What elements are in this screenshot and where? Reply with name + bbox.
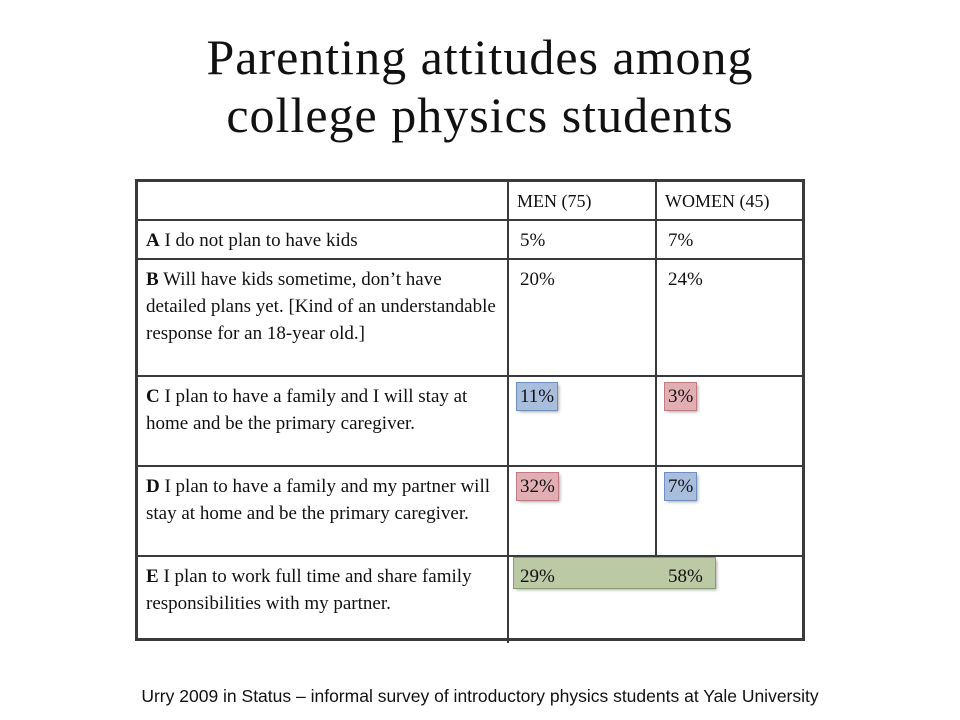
header-option xyxy=(138,182,509,221)
option-text-d: I plan to have a family and my partner w… xyxy=(146,476,491,524)
women-value-a: 7% xyxy=(668,230,694,251)
men-value-c: 11% xyxy=(517,383,558,410)
option-cell-e: E I plan to work full time and share fam… xyxy=(138,555,509,643)
table-row-d: D I plan to have a family and my partner… xyxy=(138,465,802,557)
women-value-b: 24% xyxy=(668,269,703,290)
men-cell-d: 32% xyxy=(507,465,657,557)
option-letter-a: A xyxy=(146,230,160,251)
women-cell-b: 24% xyxy=(655,258,802,377)
women-value-e: 58% xyxy=(668,566,703,587)
men-cell-e: 29% xyxy=(507,555,656,643)
option-text-c: I plan to have a family and I will stay … xyxy=(146,386,468,434)
option-letter-b: B xyxy=(146,269,159,290)
women-cell-e: 58% xyxy=(655,555,802,643)
women-cell-a: 7% xyxy=(655,219,802,260)
table-row-a: A I do not plan to have kids 5% 7% xyxy=(138,219,802,260)
men-cell-b: 20% xyxy=(507,258,657,377)
source-caption: Urry 2009 in Status – informal survey of… xyxy=(141,686,819,706)
men-value-e: 29% xyxy=(520,566,555,587)
table-row-b: B Will have kids sometime, don’t have de… xyxy=(138,258,802,377)
men-cell-a: 5% xyxy=(507,219,657,260)
slide-title-line-2: college physics students xyxy=(226,87,734,143)
women-cell-d: 7% xyxy=(655,465,802,557)
option-text-a: I do not plan to have kids xyxy=(164,230,358,251)
option-cell-c: C I plan to have a family and I will sta… xyxy=(138,375,509,467)
women-value-c: 3% xyxy=(665,383,697,410)
option-text-e: I plan to work full time and share famil… xyxy=(146,566,472,614)
option-letter-e: E xyxy=(146,566,159,587)
survey-table-frame: MEN (75) WOMEN (45) A I do not plan to h… xyxy=(135,179,805,643)
option-cell-a: A I do not plan to have kids xyxy=(138,219,509,260)
slide-title: Parenting attitudes among college physic… xyxy=(0,28,960,144)
option-cell-b: B Will have kids sometime, don’t have de… xyxy=(138,258,509,377)
men-cell-c: 11% xyxy=(507,375,657,467)
header-men: MEN (75) xyxy=(507,182,657,221)
table-header-row: MEN (75) WOMEN (45) xyxy=(138,182,802,221)
men-value-d: 32% xyxy=(517,473,558,500)
women-cell-c: 3% xyxy=(655,375,802,467)
women-value-d: 7% xyxy=(665,473,697,500)
option-text-b: Will have kids sometime, don’t have deta… xyxy=(146,269,496,344)
survey-table: MEN (75) WOMEN (45) A I do not plan to h… xyxy=(138,182,802,643)
men-value-b: 20% xyxy=(520,269,555,290)
option-cell-d: D I plan to have a family and my partner… xyxy=(138,465,509,557)
table-row-c: C I plan to have a family and I will sta… xyxy=(138,375,802,467)
slide-title-line-1: Parenting attitudes among xyxy=(206,29,754,85)
table-row-e: E I plan to work full time and share fam… xyxy=(138,555,802,643)
men-value-a: 5% xyxy=(520,230,546,251)
header-women: WOMEN (45) xyxy=(655,182,802,221)
option-letter-d: D xyxy=(146,476,160,497)
option-letter-c: C xyxy=(146,386,160,407)
